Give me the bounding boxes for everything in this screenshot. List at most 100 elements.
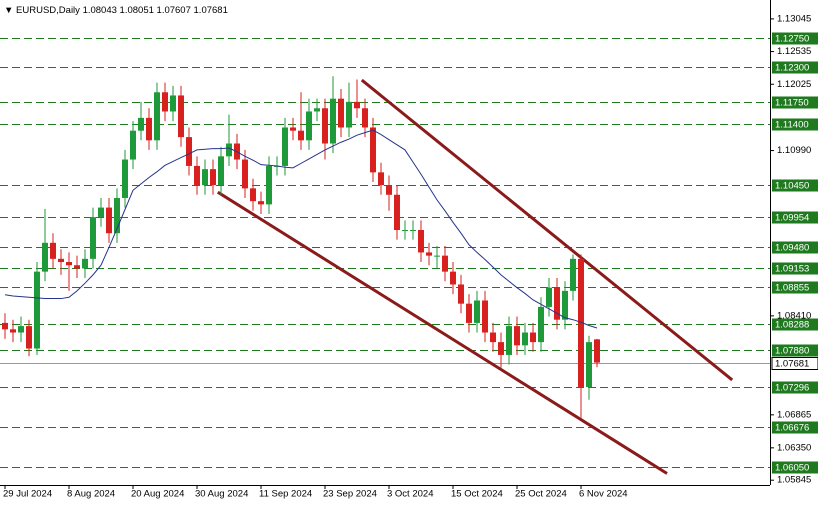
y-tick-label: 1.08410 xyxy=(777,310,811,321)
candle-body xyxy=(482,300,488,333)
y-tick-label: 1.05845 xyxy=(777,475,811,486)
candle-body xyxy=(570,258,576,291)
level-label-box xyxy=(772,241,818,254)
candle-body xyxy=(146,117,152,141)
candle-body xyxy=(322,108,328,144)
level-label-box xyxy=(772,96,818,109)
candle-body xyxy=(162,92,168,112)
y-tick-label: 1.12535 xyxy=(777,46,811,57)
level-label: 1.07880 xyxy=(775,346,809,357)
candle-body xyxy=(186,137,192,166)
candle-body xyxy=(402,230,408,232)
level-label: 1.11750 xyxy=(775,98,809,109)
candle-body xyxy=(282,127,288,166)
x-tick-label: 11 Sep 2024 xyxy=(259,489,312,500)
candle-body xyxy=(210,169,216,186)
candle-body xyxy=(378,172,384,186)
level-label: 1.06050 xyxy=(775,463,809,474)
close-value: 1.07681 xyxy=(194,5,228,16)
candle-body xyxy=(250,188,256,202)
candle-body xyxy=(18,326,24,333)
candle-body xyxy=(138,117,144,131)
y-tick-label: 1.12025 xyxy=(777,79,811,90)
candle-body xyxy=(218,156,224,186)
candle-body xyxy=(514,326,520,346)
y-tick-label: 1.13045 xyxy=(777,13,811,24)
level-label-box xyxy=(772,262,818,275)
candle-body xyxy=(90,217,96,259)
level-label: 1.06676 xyxy=(775,423,809,434)
candle-body xyxy=(354,101,360,109)
candle-body xyxy=(42,242,48,272)
candle-body xyxy=(410,230,416,232)
y-tick-label: 1.10990 xyxy=(777,145,811,156)
candle-body xyxy=(58,258,64,263)
candle-body xyxy=(98,207,104,218)
current-price-box xyxy=(771,357,818,370)
candle-body xyxy=(66,262,72,266)
candle-body xyxy=(586,342,592,387)
candle-body xyxy=(434,255,440,257)
candle-body xyxy=(386,185,392,195)
chart-title: ▼ EURUSD,Daily 1.08043 1.08051 1.07607 1… xyxy=(4,5,228,16)
candle-body xyxy=(34,271,40,349)
candle-body xyxy=(290,127,296,131)
candle-body xyxy=(178,95,184,138)
x-tick-label: 3 Oct 2024 xyxy=(387,489,433,500)
candle-body xyxy=(194,165,200,186)
level-label: 1.07296 xyxy=(775,383,809,394)
level-label: 1.09153 xyxy=(775,264,809,275)
x-tick-label: 20 Aug 2024 xyxy=(131,489,184,500)
high-value: 1.08051 xyxy=(120,5,154,16)
x-tick-label: 23 Sep 2024 xyxy=(323,489,377,500)
trend-line xyxy=(360,78,734,382)
level-label: 1.09954 xyxy=(775,213,809,224)
menu-triangle[interactable]: ▼ xyxy=(4,5,13,16)
level-label: 1.11400 xyxy=(775,120,809,131)
plot-area xyxy=(0,38,770,475)
candle-body xyxy=(498,342,504,355)
x-tick-label: 30 Aug 2024 xyxy=(195,489,248,500)
candle-body xyxy=(370,127,376,173)
candle-body xyxy=(82,258,88,269)
candle-body xyxy=(330,98,336,144)
candle-body xyxy=(418,230,424,253)
level-label-box xyxy=(772,179,818,192)
candle-body xyxy=(554,287,560,320)
candle-body xyxy=(74,265,80,269)
candle-body xyxy=(546,287,552,307)
candle-body xyxy=(578,258,584,387)
candle-body xyxy=(362,108,368,128)
candle-body xyxy=(226,143,232,157)
x-tick-label: 8 Aug 2024 xyxy=(67,489,115,500)
candle-body xyxy=(346,101,352,128)
candle-body xyxy=(306,111,312,141)
candle-body xyxy=(314,108,320,112)
open-value: 1.08043 xyxy=(83,5,117,16)
x-tick-label: 6 Nov 2024 xyxy=(579,489,628,500)
candle-body xyxy=(338,98,344,128)
moving-average xyxy=(4,129,598,329)
level-label-box xyxy=(772,344,818,357)
candle-body xyxy=(258,201,264,205)
trend-line xyxy=(217,190,668,475)
candle-body xyxy=(426,252,432,256)
level-label-box xyxy=(772,318,818,331)
x-tick-label: 29 Jul 2024 xyxy=(3,489,52,500)
candle-body xyxy=(442,255,448,272)
candle-body xyxy=(474,300,480,323)
candle-body xyxy=(490,332,496,343)
x-tick-label: 15 Oct 2024 xyxy=(451,489,503,500)
candle-body xyxy=(170,95,176,112)
candle-body xyxy=(202,169,208,186)
candle-body xyxy=(266,165,272,205)
level-label-box xyxy=(772,381,818,394)
symbol: EURUSD,Daily xyxy=(16,5,80,16)
level-label-box xyxy=(772,118,818,131)
candle-body xyxy=(522,332,528,346)
candle-body xyxy=(130,130,136,160)
candle-body xyxy=(2,322,8,330)
level-label-box xyxy=(772,281,818,294)
